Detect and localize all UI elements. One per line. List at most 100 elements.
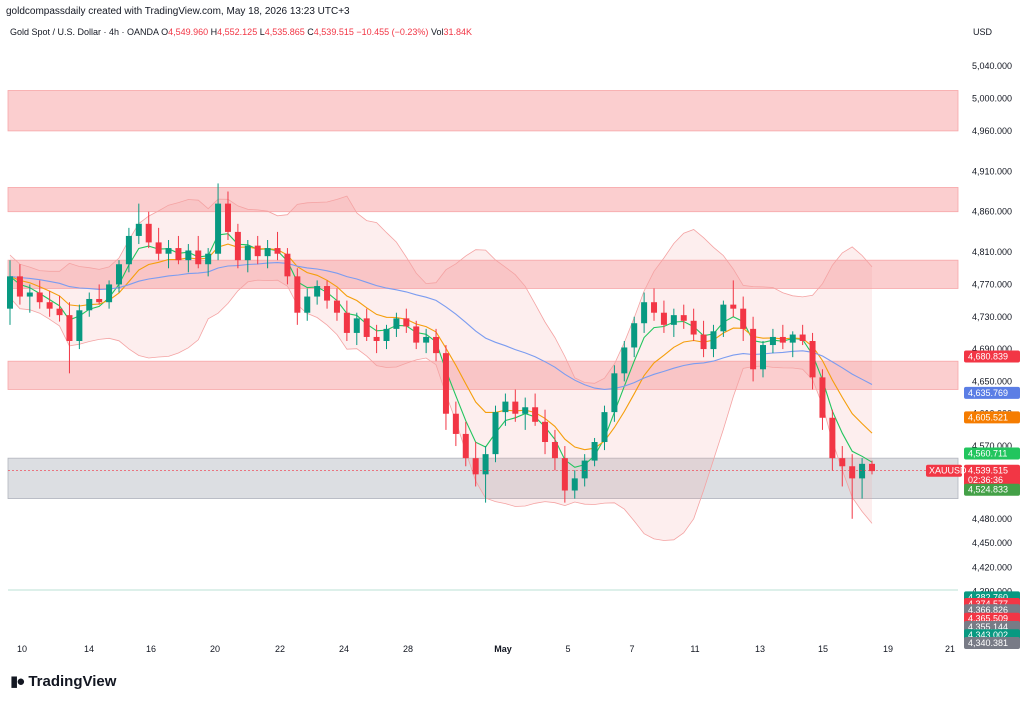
candle-body (36, 292, 43, 303)
candle (492, 405, 499, 463)
candle-body (482, 454, 489, 475)
candle (641, 292, 648, 333)
candle-body (185, 250, 192, 261)
candle-body (175, 248, 182, 261)
candle-body (710, 331, 717, 350)
candle-body (135, 223, 142, 236)
price-tag-label: 4,365.509 (968, 614, 1008, 624)
candle (363, 308, 370, 341)
candle-body (115, 264, 122, 285)
close-value: 4,539.515 (313, 27, 354, 37)
candle (660, 300, 667, 333)
candle (373, 324, 380, 354)
price-tag-label: 4,524.833 (968, 485, 1008, 495)
open-label: O (161, 27, 169, 37)
candle (26, 284, 33, 313)
x-tick-label: 19 (883, 644, 893, 654)
candle-body (760, 345, 767, 370)
candle (215, 183, 222, 261)
candle (165, 239, 172, 269)
candle-body (462, 433, 469, 459)
price-tag-bg (964, 447, 1020, 460)
ema-mid-line (9, 243, 873, 451)
candle-body (819, 377, 826, 418)
candle-body (542, 421, 549, 443)
moving-averages (9, 233, 873, 468)
candle (462, 421, 469, 467)
candle (423, 328, 430, 354)
y-tick-label: 5,000.000 (972, 94, 1012, 104)
candle (690, 308, 697, 341)
candle-body (96, 298, 103, 303)
candle-body (56, 308, 63, 316)
candle-body (264, 248, 271, 257)
price-tag-label: 4,605.521 (968, 412, 1008, 422)
y-tick-label: 4,690.000 (972, 344, 1012, 354)
candle (522, 397, 529, 430)
price-tag: 4,560.711 (964, 447, 1020, 460)
candle (7, 260, 13, 325)
candle-body (373, 336, 380, 341)
x-tick-label: 15 (818, 644, 828, 654)
candle (730, 280, 737, 317)
candle-body (769, 336, 776, 346)
price-tag-label: 4,343.002 (968, 630, 1008, 640)
candle-body (234, 231, 241, 261)
price-tag: 02:36:36 (964, 473, 1020, 486)
candle-body (571, 478, 578, 491)
candle-body (611, 373, 618, 413)
price-tag-label: 4,635.769 (968, 388, 1008, 398)
y-tick-label: 4,450.000 (972, 538, 1012, 548)
symbol-tag-label: XAUUSD (929, 466, 967, 476)
candle (224, 191, 231, 240)
candle-body (333, 300, 340, 313)
chart-credit: goldcompassdaily created with TradingVie… (6, 6, 350, 17)
x-tick-label: 28 (403, 644, 413, 654)
candle (760, 341, 767, 378)
x-tick-label: 16 (146, 644, 156, 654)
price-tag: 4,680.839 (964, 350, 1020, 363)
candle (651, 288, 658, 321)
candle-body (393, 318, 400, 329)
candle (56, 295, 63, 322)
candle-body (700, 334, 707, 350)
zone-0 (7, 90, 959, 132)
low-value: 4,535.865 (264, 27, 305, 37)
x-tick-label: 24 (339, 644, 349, 654)
candle (234, 223, 241, 269)
candle-body (730, 304, 737, 309)
price-tag-label: 4,680.839 (968, 351, 1008, 361)
candle (789, 331, 796, 358)
price-tag-bg (964, 411, 1020, 424)
candle-body (244, 245, 251, 261)
candle-body (522, 407, 529, 414)
candle (383, 324, 390, 350)
candle-body (254, 245, 261, 257)
candle-body (849, 466, 856, 479)
price-tags: 4,680.839 4,635.769 4,605.521 4,560.711 4,53… (8, 350, 1020, 649)
tradingview-logo[interactable]: ▮● TradingView (10, 672, 116, 691)
candle-body (581, 460, 588, 479)
candle (294, 268, 301, 325)
symbol-tag-bg (926, 464, 962, 477)
candle-body (145, 223, 152, 243)
candle-body (413, 326, 420, 343)
price-tag-bg (964, 483, 1020, 496)
candle (264, 239, 271, 269)
candle-body (363, 318, 370, 337)
y-tick-label: 4,480.000 (972, 514, 1012, 524)
y-tick-label: 4,810.000 (972, 247, 1012, 257)
ema-fast-line (9, 233, 873, 468)
candle (403, 308, 410, 333)
candle-body (215, 203, 222, 254)
candle-body (403, 318, 410, 327)
price-tag: 4,635.769 (964, 386, 1020, 399)
x-tick-label: 13 (755, 644, 765, 654)
zone-1 (7, 187, 959, 213)
candle-body (829, 417, 836, 459)
price-tag-bg (964, 350, 1020, 363)
candle (46, 290, 53, 317)
price-tag-label: 4,560.711 (968, 449, 1007, 459)
candle-body (512, 401, 519, 414)
